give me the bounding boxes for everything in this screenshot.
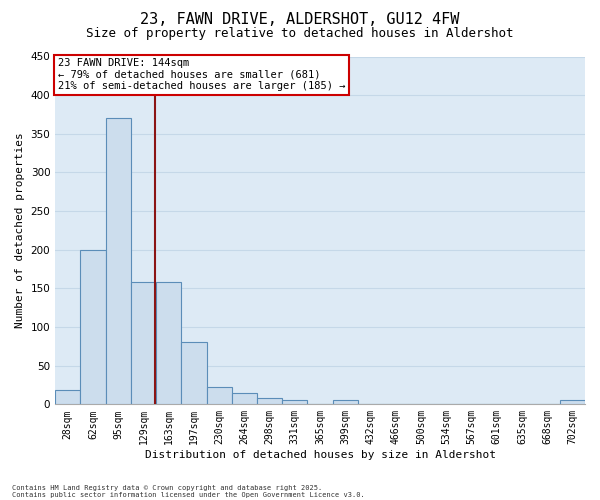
Bar [106, 118, 131, 405]
Bar [156, 282, 181, 405]
Bar [282, 400, 307, 404]
Y-axis label: Number of detached properties: Number of detached properties [15, 132, 25, 328]
Bar [560, 400, 585, 404]
Bar [80, 250, 106, 404]
Text: 23, FAWN DRIVE, ALDERSHOT, GU12 4FW: 23, FAWN DRIVE, ALDERSHOT, GU12 4FW [140, 12, 460, 28]
Bar [206, 388, 232, 404]
Bar [257, 398, 282, 404]
Text: Contains public sector information licensed under the Open Government Licence v3: Contains public sector information licen… [12, 492, 365, 498]
Bar [181, 342, 206, 404]
Bar [55, 390, 80, 404]
Bar [131, 282, 156, 405]
Bar [232, 392, 257, 404]
Text: Size of property relative to detached houses in Aldershot: Size of property relative to detached ho… [86, 28, 514, 40]
Text: Contains HM Land Registry data © Crown copyright and database right 2025.: Contains HM Land Registry data © Crown c… [12, 485, 322, 491]
X-axis label: Distribution of detached houses by size in Aldershot: Distribution of detached houses by size … [145, 450, 496, 460]
Bar [332, 400, 358, 404]
Text: 23 FAWN DRIVE: 144sqm
← 79% of detached houses are smaller (681)
21% of semi-det: 23 FAWN DRIVE: 144sqm ← 79% of detached … [58, 58, 346, 92]
